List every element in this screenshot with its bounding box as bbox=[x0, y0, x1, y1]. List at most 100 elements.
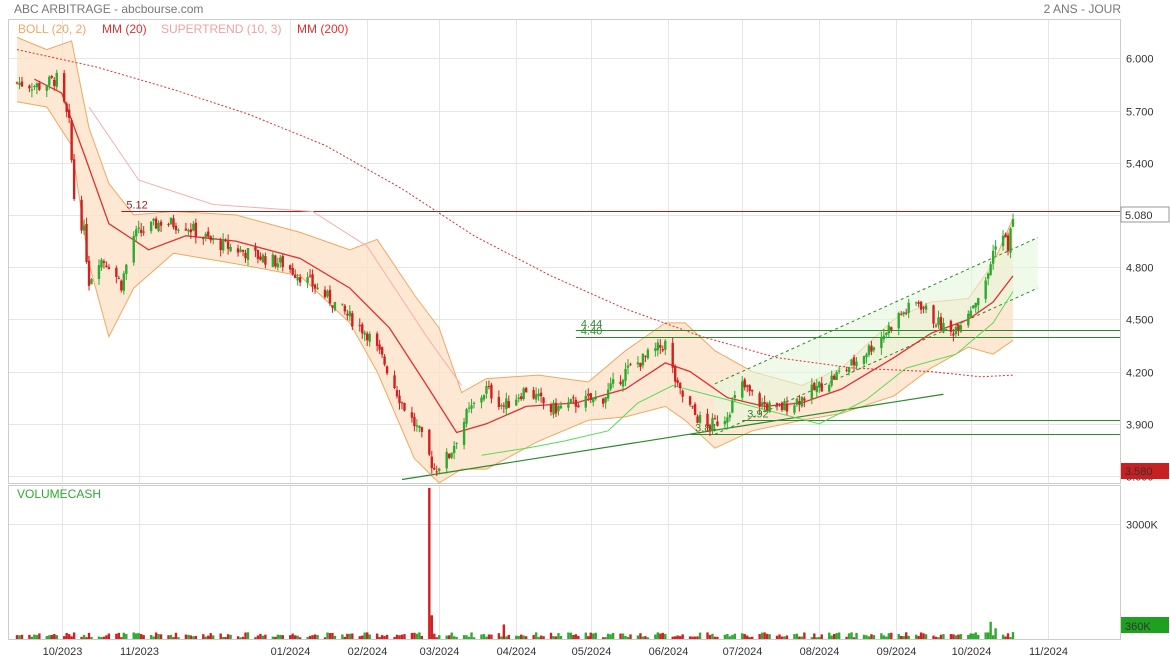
candle-body bbox=[219, 240, 222, 251]
candle-body bbox=[919, 301, 923, 310]
volume-bar bbox=[107, 633, 111, 639]
candle-body bbox=[385, 366, 389, 374]
volume-bar bbox=[259, 633, 262, 639]
candle-body bbox=[35, 83, 39, 88]
candle-body bbox=[972, 305, 975, 309]
volume-bar bbox=[919, 632, 923, 639]
candle-body bbox=[855, 361, 858, 367]
candle-body bbox=[639, 362, 642, 367]
volume-bar bbox=[142, 635, 145, 639]
candle-body bbox=[279, 257, 282, 263]
volume-bar bbox=[20, 634, 24, 639]
candle-body bbox=[117, 278, 121, 280]
volume-bar bbox=[604, 637, 607, 639]
level-label: 4.44 bbox=[581, 319, 602, 331]
y-tick-label: 3.900 bbox=[1126, 420, 1154, 432]
candle-body bbox=[728, 414, 732, 418]
volume-bar bbox=[383, 636, 386, 639]
candle-body bbox=[45, 85, 49, 91]
volume-bar bbox=[659, 633, 662, 639]
candle-body bbox=[676, 380, 679, 383]
volume-bar bbox=[619, 633, 622, 639]
volume-bar bbox=[187, 634, 190, 639]
volume-bar bbox=[35, 635, 39, 639]
volume-bar bbox=[326, 632, 329, 639]
candle-body bbox=[706, 413, 709, 427]
volume-bar bbox=[949, 634, 953, 639]
volume-bar bbox=[517, 635, 520, 639]
candle-body bbox=[207, 231, 210, 237]
candle-body bbox=[452, 445, 456, 454]
candle-body bbox=[368, 333, 371, 342]
volume-bar bbox=[656, 632, 660, 639]
volume-bar bbox=[194, 635, 198, 639]
volume-bar bbox=[174, 632, 178, 639]
volume-bar bbox=[584, 632, 587, 639]
volume-bar bbox=[733, 633, 737, 639]
candle-body bbox=[90, 279, 93, 285]
volume-bar bbox=[333, 635, 337, 639]
candle-body bbox=[748, 385, 751, 392]
candle-body bbox=[226, 241, 230, 249]
volume-bar bbox=[420, 635, 424, 639]
candle-body bbox=[271, 254, 275, 267]
volume-bar bbox=[845, 636, 848, 639]
candle-body bbox=[539, 392, 543, 397]
volume-bar bbox=[358, 636, 361, 639]
candle-body bbox=[691, 405, 694, 407]
candle-body bbox=[85, 223, 88, 262]
volume-bar bbox=[800, 636, 804, 639]
candle-body bbox=[167, 223, 170, 225]
volume-bar bbox=[87, 632, 91, 639]
volume-bar bbox=[313, 634, 317, 639]
ma200-line bbox=[16, 49, 1014, 378]
candle-body bbox=[795, 398, 799, 405]
volume-bar bbox=[470, 632, 473, 639]
x-tick-label: 04/2024 bbox=[497, 646, 537, 658]
candle-body bbox=[862, 356, 866, 364]
candle-body bbox=[395, 390, 399, 397]
candle-body bbox=[236, 248, 240, 253]
volume-bar bbox=[977, 634, 980, 639]
volume-bar bbox=[398, 635, 401, 639]
volume-bar bbox=[986, 632, 990, 639]
volume-bar bbox=[559, 636, 563, 639]
candle-body bbox=[438, 468, 441, 471]
volume-bar bbox=[246, 632, 250, 639]
volume-bar bbox=[850, 632, 853, 639]
volume-bar bbox=[537, 637, 540, 639]
candle-body bbox=[813, 382, 816, 391]
candle-body bbox=[559, 405, 563, 409]
x-tick-label: 03/2024 bbox=[420, 646, 460, 658]
volume-bar bbox=[256, 635, 260, 639]
volume-bar bbox=[534, 632, 538, 639]
low-badge bbox=[1121, 463, 1169, 479]
volume-bar bbox=[102, 636, 106, 639]
volume-bar bbox=[276, 634, 279, 639]
candle-body bbox=[872, 347, 876, 351]
candle-body bbox=[132, 235, 135, 263]
candle-body bbox=[708, 425, 712, 430]
candle-body bbox=[678, 382, 682, 389]
candle-body bbox=[731, 400, 734, 413]
candle-body bbox=[554, 402, 558, 414]
volume-bar bbox=[229, 634, 232, 639]
volume-bar bbox=[452, 636, 456, 639]
volume-bar bbox=[450, 632, 453, 639]
candle-body bbox=[954, 326, 958, 334]
volume-bar bbox=[661, 632, 664, 639]
candle-body bbox=[768, 402, 771, 413]
x-tick-label: 11/2024 bbox=[1029, 646, 1068, 658]
x-tick-label: 10/2023 bbox=[43, 646, 83, 658]
volume-bar bbox=[38, 633, 41, 639]
volume-bar bbox=[626, 636, 630, 639]
candle-body bbox=[482, 395, 486, 400]
volume-bar bbox=[346, 633, 349, 639]
candle-body bbox=[780, 402, 784, 410]
candle-body bbox=[726, 417, 729, 423]
volume-bar bbox=[768, 634, 771, 639]
candle-body bbox=[967, 313, 970, 326]
volume-bar bbox=[577, 636, 580, 639]
x-tick-label: 07/2024 bbox=[723, 646, 763, 658]
candle-body bbox=[366, 333, 369, 341]
